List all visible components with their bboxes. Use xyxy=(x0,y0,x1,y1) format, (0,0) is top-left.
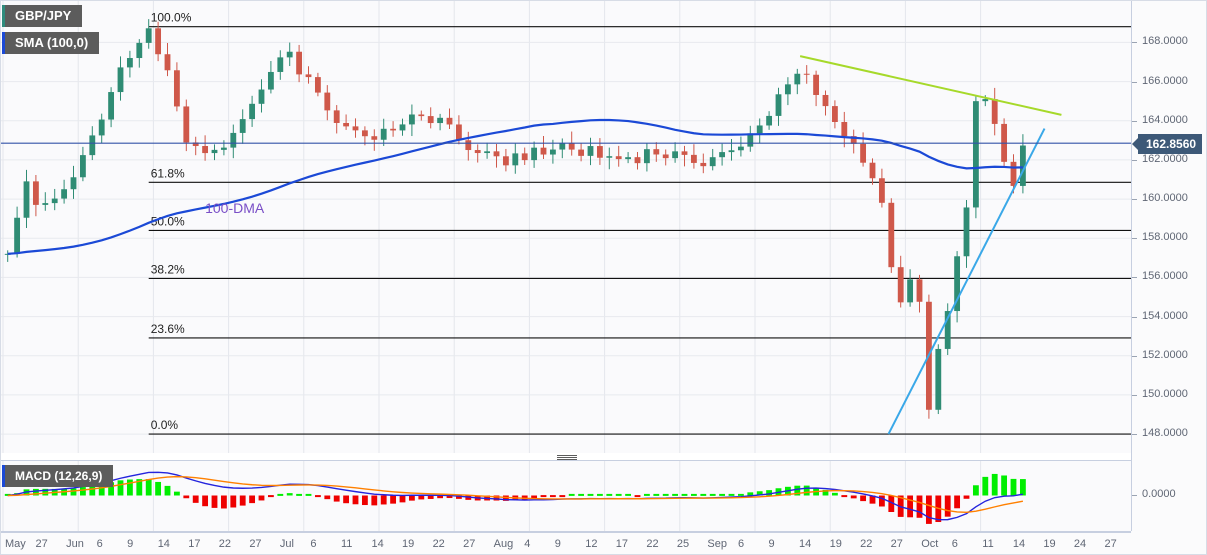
svg-text:100.0%: 100.0% xyxy=(151,11,192,25)
svg-text:38.2%: 38.2% xyxy=(151,262,185,276)
svg-text:100-DMA: 100-DMA xyxy=(205,200,265,216)
svg-text:0.0%: 0.0% xyxy=(151,418,179,432)
svg-text:23.6%: 23.6% xyxy=(151,322,185,336)
svg-text:61.8%: 61.8% xyxy=(151,166,185,180)
